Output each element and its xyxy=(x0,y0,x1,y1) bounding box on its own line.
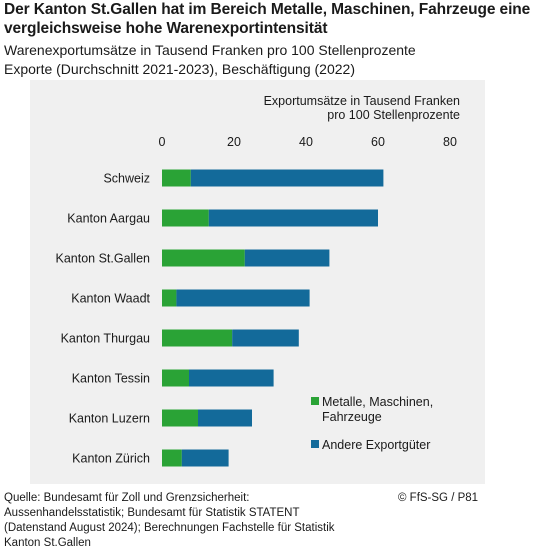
x-tick-label: 80 xyxy=(443,135,457,149)
category-label: Schweiz xyxy=(103,172,150,186)
bar-metalle xyxy=(162,249,245,267)
legend-label: Andere Exportgüter xyxy=(322,438,430,452)
source-line-1: Quelle: Bundesamt für Zoll und Grenzsich… xyxy=(4,492,250,504)
x-tick-label: 0 xyxy=(159,135,166,149)
chart-panel: Exportumsätze in Tausend Franken pro 100 … xyxy=(30,80,485,484)
x-tick-label: 60 xyxy=(371,135,385,149)
bar-andere xyxy=(208,209,378,227)
x-tick-label: 20 xyxy=(227,135,241,149)
axis-title-line-1: Exportumsätze in Tausend Franken xyxy=(264,94,460,108)
bar-andere xyxy=(189,369,274,387)
subtitle-line-2: Exporte (Durchschnitt 2021-2023), Beschä… xyxy=(4,61,355,77)
source-line-3: (Datenstand August 2024); Berechnungen F… xyxy=(4,522,335,534)
legend-label: Fahrzeuge xyxy=(322,410,382,424)
category-label: Kanton St.Gallen xyxy=(55,252,150,266)
chart-title: Der Kanton St.Gallen hat im Bereich Meta… xyxy=(4,1,531,37)
axis-title-line-2: pro 100 Stellenprozente xyxy=(327,108,460,122)
bar-andere xyxy=(181,449,229,467)
bar-metalle xyxy=(162,329,233,347)
bar-metalle xyxy=(162,209,209,227)
category-label: Kanton Tessin xyxy=(72,372,150,386)
bar-andere xyxy=(198,409,252,427)
source-line-2: Aussenhandelsstatistik; Bundesamt für St… xyxy=(4,507,300,519)
bar-andere xyxy=(190,169,384,187)
bar-andere xyxy=(232,329,299,347)
bar-metalle xyxy=(162,409,198,427)
category-label: Kanton Aargau xyxy=(67,212,150,226)
category-label: Kanton Thurgau xyxy=(61,332,150,346)
legend-swatch xyxy=(311,397,319,405)
chart-subtitle: Warenexportumsätze in Tausend Franken pr… xyxy=(4,41,549,79)
category-label: Kanton Luzern xyxy=(69,412,150,426)
source-line-4: Kanton St.Gallen xyxy=(4,537,91,549)
x-tick-label: 40 xyxy=(299,135,313,149)
legend-label: Metalle, Maschinen, xyxy=(322,395,433,409)
bar-metalle xyxy=(162,449,182,467)
bar-metalle xyxy=(162,169,191,187)
copyright-credit: © FfS-SG / P81 xyxy=(398,492,479,504)
bar-metalle xyxy=(162,289,177,307)
bar-andere xyxy=(176,289,310,307)
category-label: Kanton Zürich xyxy=(72,452,150,466)
bar-andere xyxy=(244,249,330,267)
category-label: Kanton Waadt xyxy=(71,292,150,306)
subtitle-line-1: Warenexportumsätze in Tausend Franken pr… xyxy=(4,42,416,58)
legend-swatch xyxy=(311,440,319,448)
bar-metalle xyxy=(162,369,189,387)
source-note: Quelle: Bundesamt für Zoll und Grenzsich… xyxy=(4,491,384,551)
